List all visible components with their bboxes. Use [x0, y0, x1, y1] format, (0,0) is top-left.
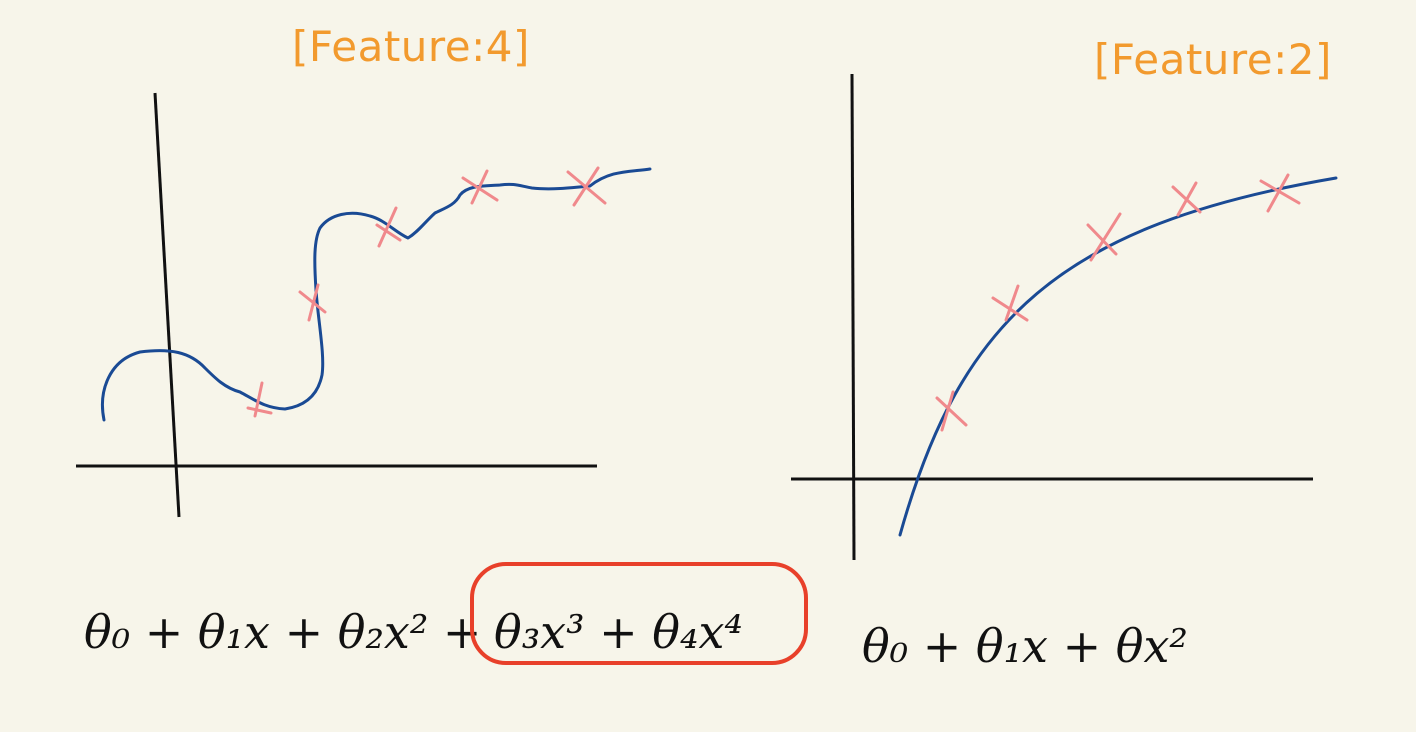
- data-marker: [1259, 173, 1301, 213]
- left-feature-label: [Feature:4]: [292, 22, 530, 71]
- data-marker: [1086, 212, 1122, 262]
- left-equation-prefix: θ₀ + θ₁x + θ₂x² +: [84, 605, 481, 659]
- data-marker: [566, 166, 607, 207]
- data-marker: [375, 206, 402, 248]
- right-graph: θ₀ + θ₁x + θx²: [791, 73, 1338, 673]
- data-marker: [461, 169, 499, 205]
- left-data-markers: [246, 166, 607, 418]
- right-y-axis: [850, 73, 856, 561]
- right-data-markers: [935, 173, 1301, 432]
- data-marker: [246, 381, 273, 418]
- left-graph: θ₀ + θ₁x + θ₂x² + θ₃x³ + θ₄x⁴: [76, 92, 808, 665]
- right-equation: θ₀ + θ₁x + θx²: [862, 619, 1188, 673]
- left-y-axis: [153, 92, 181, 518]
- right-feature-label: [Feature:2]: [1094, 35, 1332, 84]
- data-marker: [935, 390, 968, 432]
- data-marker: [298, 283, 327, 322]
- data-marker: [991, 284, 1029, 322]
- left-overfit-curve: [101, 167, 652, 422]
- data-marker: [1171, 181, 1202, 217]
- highlight-box: [470, 562, 808, 665]
- left-equation-highlighted: θ₃x³ + θ₄x⁴: [494, 605, 743, 659]
- right-fit-curve: [898, 176, 1338, 537]
